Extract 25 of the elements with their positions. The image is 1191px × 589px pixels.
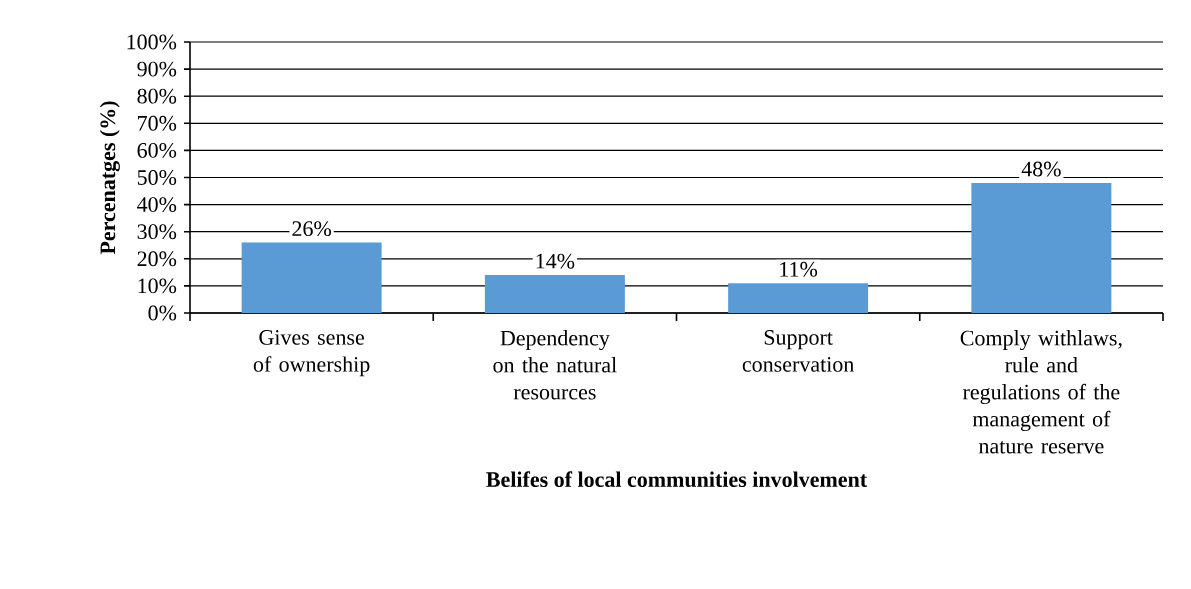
y-tick-label: 20% [137,251,177,267]
data-label: 11% [780,261,818,277]
y-tick-label: 50% [137,170,177,185]
y-tick-label: 10% [138,278,177,294]
bar [728,283,869,313]
y-tick-label: 0% [148,305,177,321]
y-tick-label: 80% [137,88,177,104]
y-tick-label: 40% [137,197,177,213]
bar [484,275,625,313]
bar [241,242,382,313]
y-axis-title: Percenatges (%) [99,101,120,255]
x-tick-label: Dependency on the natural resources [493,330,617,400]
y-tick-label: 60% [137,142,177,158]
data-label: 48% [1021,161,1061,177]
x-tick-label: Comply withlaws, rule and regulations of the management of nature reserve [960,330,1122,454]
y-tick-label: 30% [137,224,177,240]
y-tick-label: 100% [127,34,177,50]
x-tick-label: Support conservation [742,330,854,372]
data-label: 26% [292,221,332,237]
x-axis-title: Belifes of local communities involvement [486,471,868,488]
y-tick-label: 90% [137,61,177,77]
x-tick-label: Gives sense of ownership [253,330,370,377]
y-tick-label: 70% [138,115,177,131]
bar [971,182,1112,313]
data-label: 14% [536,253,575,269]
